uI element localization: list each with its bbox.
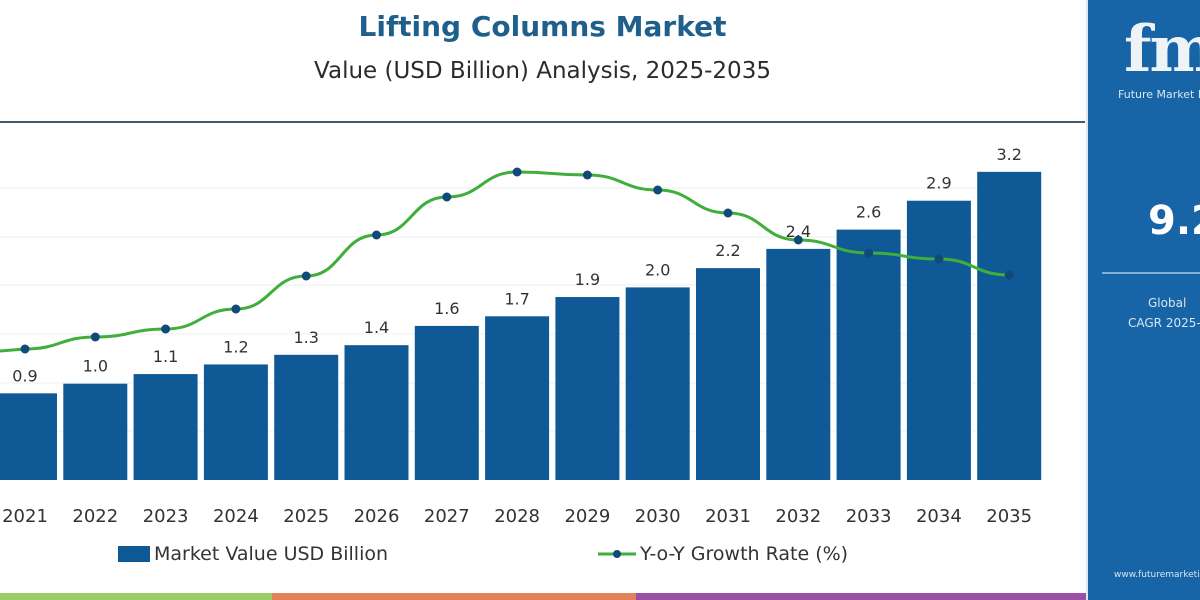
bar-2026 [344, 345, 409, 480]
x-tick-label: 2024 [213, 506, 259, 527]
x-tick-label: 2030 [635, 506, 681, 527]
bar-2033 [836, 229, 901, 480]
growth-point-2024 [231, 304, 241, 314]
growth-point-2028 [512, 167, 522, 177]
bar-2023 [133, 374, 198, 480]
bar-value-label: 1.1 [153, 347, 178, 366]
growth-point-2027 [442, 192, 452, 202]
legend-market-value-label: Market Value USD Billion [154, 543, 389, 565]
x-tick-label: 2033 [846, 506, 892, 527]
x-tick-label: 2023 [143, 506, 189, 527]
bar-2035 [977, 171, 1042, 480]
bar-2024 [203, 364, 268, 480]
growth-rate-line [0, 170, 1010, 353]
cagr-label-line1: Global [1148, 296, 1187, 310]
website-url: www.futuremarketinsights.com [1114, 570, 1200, 580]
footer-stripe-orange [272, 593, 636, 600]
bar-2034 [906, 200, 971, 481]
bar-2025 [274, 354, 339, 480]
bar-2022 [63, 383, 128, 480]
bar-2032 [766, 248, 831, 480]
x-tick-label: 2025 [283, 506, 329, 527]
bar-value-label: 2.0 [645, 260, 670, 279]
cagr-value: 9.2% [1148, 198, 1200, 244]
x-tick-label: 2035 [986, 506, 1032, 527]
x-tick-label: 2034 [916, 506, 962, 527]
legend-growth-rate: Y-o-Y Growth Rate (%) [598, 543, 848, 565]
x-tick-label: 2026 [354, 506, 400, 527]
side-panel: fmi Future Market Insights 9.2% Global C… [1086, 0, 1200, 600]
chart-plot: 0.9 2021 1.0 2022 1.1 2023 1.2 2024 1.3 2025 1.4 20… [0, 145, 1042, 527]
bar-2021 [0, 393, 57, 480]
panel-divider [1102, 272, 1200, 274]
cagr-label: Global CAGR 2025-2035 [1128, 293, 1200, 333]
growth-point-2034 [934, 254, 944, 264]
bar-value-label: 1.2 [223, 337, 248, 356]
bar-value-label: 0.9 [12, 366, 37, 385]
chart-subtitle: Value (USD Billion) Analysis, 2025-2035 [314, 58, 771, 84]
growth-point-2026 [372, 230, 381, 240]
x-tick-label: 2032 [775, 506, 821, 527]
growth-point-2035 [1004, 270, 1014, 280]
bar-value-label: 1.9 [575, 270, 600, 289]
bar-value-label: 3.2 [996, 145, 1021, 164]
bar-value-label: 2.4 [786, 222, 811, 241]
brand-name: Future Market Insights [1118, 88, 1200, 101]
bar-2029 [555, 297, 620, 480]
bar-value-label: 2.6 [856, 203, 881, 222]
bar-value-label: 1.6 [434, 299, 459, 318]
growth-point-2031 [723, 208, 733, 218]
cagr-label-line2: CAGR 2025-2035 [1128, 316, 1200, 330]
growth-point-2030 [653, 185, 663, 195]
footer-stripe-green [0, 593, 272, 600]
bar-2031 [696, 268, 760, 480]
growth-point-2025 [301, 271, 311, 281]
bar-value-label: 1.3 [293, 328, 318, 347]
bar-value-label: 2.9 [926, 174, 951, 193]
fmi-logo: fmi [1124, 12, 1200, 87]
legend-line-marker-icon [598, 550, 636, 558]
legend-growth-rate-label: Y-o-Y Growth Rate (%) [640, 543, 849, 565]
legend-bar-swatch-icon [118, 546, 150, 562]
bar-2030 [625, 287, 690, 480]
bar-value-label: 1.7 [504, 289, 529, 308]
growth-point-2023 [161, 324, 171, 334]
growth-point-2022 [90, 332, 100, 342]
growth-point-2033 [864, 248, 874, 258]
x-tick-label: 2029 [564, 506, 610, 527]
legend-market-value: Market Value USD Billion [118, 543, 388, 565]
growth-point-2029 [582, 170, 592, 180]
bar-2027 [414, 325, 479, 480]
growth-point-2032 [793, 235, 803, 245]
bar-value-label: 1.4 [364, 318, 389, 337]
x-tick-label: 2021 [2, 506, 48, 527]
bar-2028 [485, 316, 550, 480]
x-tick-label: 2022 [72, 506, 118, 527]
footer-stripe-purple [636, 593, 1086, 600]
x-tick-label: 2028 [494, 506, 540, 527]
bar-value-label: 1.0 [83, 357, 108, 376]
x-tick-label: 2031 [705, 506, 751, 527]
bar-value-label: 2.2 [715, 241, 740, 260]
growth-point-2021 [20, 344, 30, 354]
title-divider [0, 121, 1085, 123]
x-tick-label: 2027 [424, 506, 470, 527]
chart-title: Lifting Columns Market [358, 10, 727, 43]
